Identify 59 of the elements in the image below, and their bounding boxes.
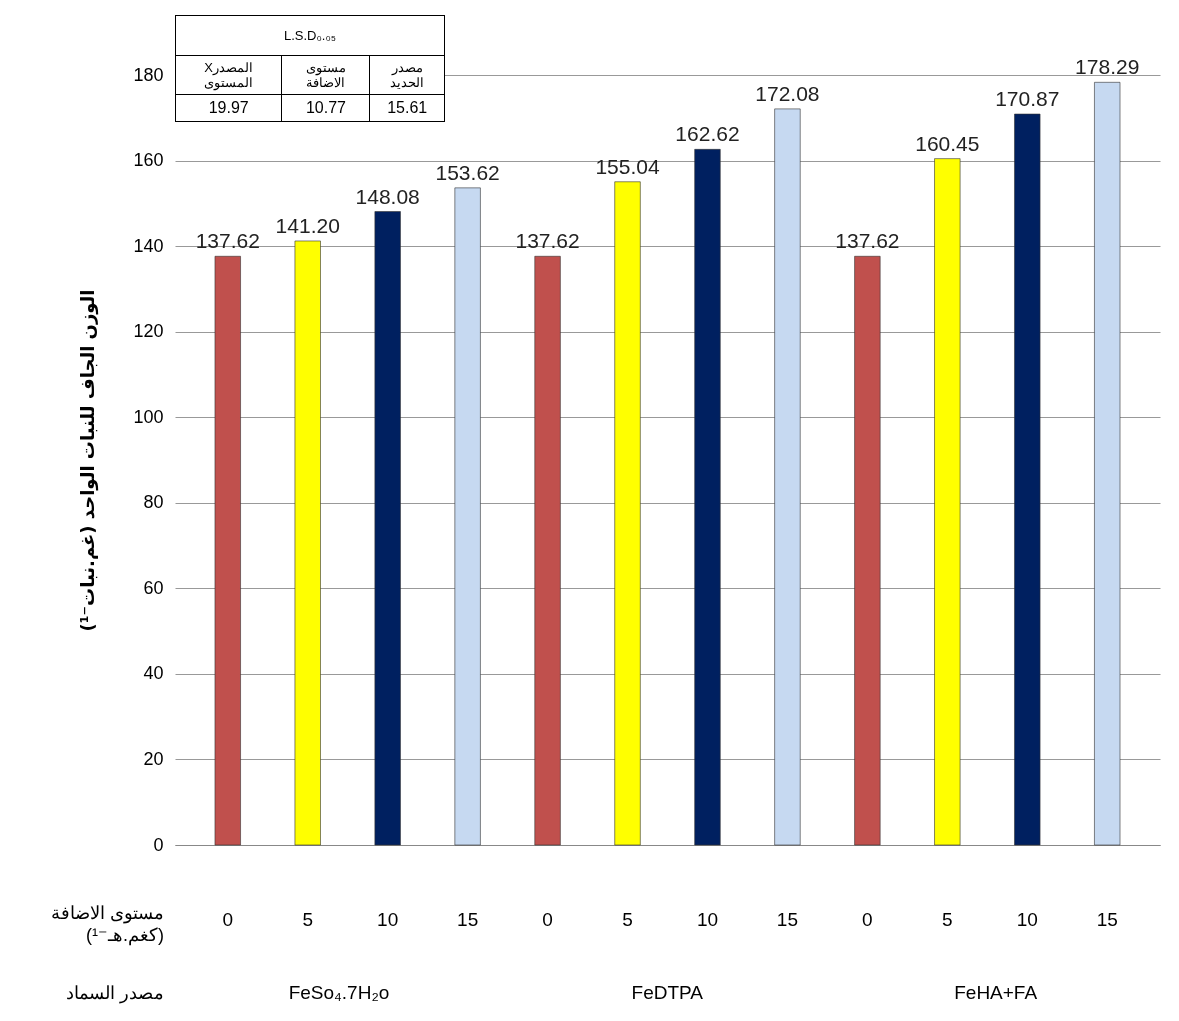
y-tick-label: 160 [133,150,164,171]
bar [614,181,641,846]
annotation: 10.77 [281,94,370,122]
x-tick-label: 10 [1016,908,1038,930]
x-axis-title: مستوى الاضافة (كغم.هـ⁻¹) [50,902,164,946]
x-tick-label: 10 [696,908,719,930]
bar [1094,82,1121,846]
y-tick-label: 140 [133,235,164,256]
bar [1014,113,1041,846]
data-label: 137.62 [195,229,260,253]
y-tick-label: 0 [153,834,164,855]
x-tick-label: 15 [776,908,798,930]
y-tick-label: 20 [143,748,164,769]
data-label: 148.08 [355,184,420,208]
y-tick-label: 80 [143,492,164,513]
x-tick-label: 15 [1096,908,1118,930]
data-label: 155.04 [595,154,660,178]
annotation: 15.61 [369,94,445,122]
y-axis-title: الوزن الجاف للنبات الواحد (غم.نبات⁻¹) [77,289,100,632]
bar [214,255,241,846]
text: مصدر السماد [65,982,164,1004]
x-tick-label: 5 [942,908,953,930]
data-label: 172.08 [755,81,820,105]
y-tick-label: 100 [133,406,164,427]
bar [374,211,401,846]
annotation: مصدر الحديد [369,55,445,95]
bar [534,255,561,846]
x-tick-label: 15 [457,908,479,930]
annotation: 19.97 [175,94,282,122]
bar [774,108,801,846]
data-label: 160.45 [915,131,980,155]
bar [694,149,721,846]
x-tick-label: 5 [302,908,314,930]
data-label: 141.20 [275,213,340,237]
x-tick-label: 10 [377,908,399,930]
bar [854,255,881,846]
x-tick-label: 5 [622,908,633,930]
annotation: مستوى الاضافة [281,55,370,95]
y-tick-label: 40 [143,663,164,684]
data-label: 162.62 [675,122,740,146]
x-tick-label: 0 [862,908,873,930]
text: FeDTPA [630,982,705,1004]
text: FeSo₄.7H₂o [287,982,391,1004]
data-label: 137.62 [835,229,900,253]
y-tick-label: 180 [133,64,164,85]
data-label: 170.87 [995,87,1060,111]
bar [934,158,961,846]
x-tick-label: 0 [542,908,553,930]
x-tick-label: 0 [222,908,234,930]
data-label: 153.62 [435,160,500,184]
text: FeHA+FA [953,982,1039,1004]
annotation: المصدرX المستوى [175,55,282,95]
y-tick-label: 120 [133,321,164,342]
data-label: 137.62 [515,229,580,253]
bar [294,240,321,846]
text: L.S.D₀.₀₅ [175,15,445,56]
y-tick-label: 60 [143,577,164,598]
bar [454,187,481,846]
data-label: 178.29 [1075,55,1140,79]
